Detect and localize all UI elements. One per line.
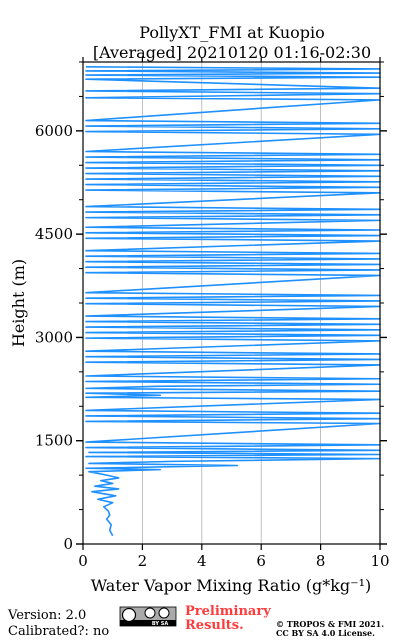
y-axis-label: Height (m)	[9, 259, 28, 347]
version-text: Version: 2.0	[7, 608, 86, 623]
y-tick-label-1: 1500	[35, 432, 73, 450]
x-tick-label-5: 10	[370, 552, 389, 570]
x-tick-label-4: 8	[316, 552, 326, 570]
y-tick-label-4: 6000	[35, 122, 73, 140]
x-axis-label: Water Vapor Mixing Ratio (g*kg⁻¹)	[91, 576, 371, 595]
x-tick-label-1: 2	[138, 552, 148, 570]
chart-title-line2: [Averaged] 20210120 01:16-02:30	[93, 43, 371, 62]
data-layer	[85, 66, 381, 537]
series-line-0	[85, 66, 381, 537]
tick-layer: 0 2 4 6 8 10 0 1500 3000 4500 6000	[35, 57, 390, 570]
preliminary-text-line1: Preliminary	[185, 604, 271, 619]
x-tick-label-3: 6	[256, 552, 266, 570]
y-tick-label-3: 4500	[35, 225, 73, 243]
cc-badge-text: BY SA	[152, 621, 169, 627]
calibrated-text: Calibrated?: no	[8, 624, 109, 639]
y-tick-label-2: 3000	[35, 328, 73, 346]
cc-license-badge-icon: BY SA	[119, 606, 177, 627]
x-tick-label-0: 0	[78, 552, 88, 570]
x-tick-label-2: 4	[197, 552, 207, 570]
copyright-text-line2: CC BY SA 4.0 License.	[276, 628, 375, 638]
chart-title-line1: PollyXT_FMI at Kuopio	[139, 23, 325, 42]
preliminary-text-line2: Results.	[185, 618, 244, 633]
copyright-text-line1: © TROPOS & FMI 2021.	[276, 619, 384, 629]
y-tick-label-0: 0	[63, 535, 73, 553]
